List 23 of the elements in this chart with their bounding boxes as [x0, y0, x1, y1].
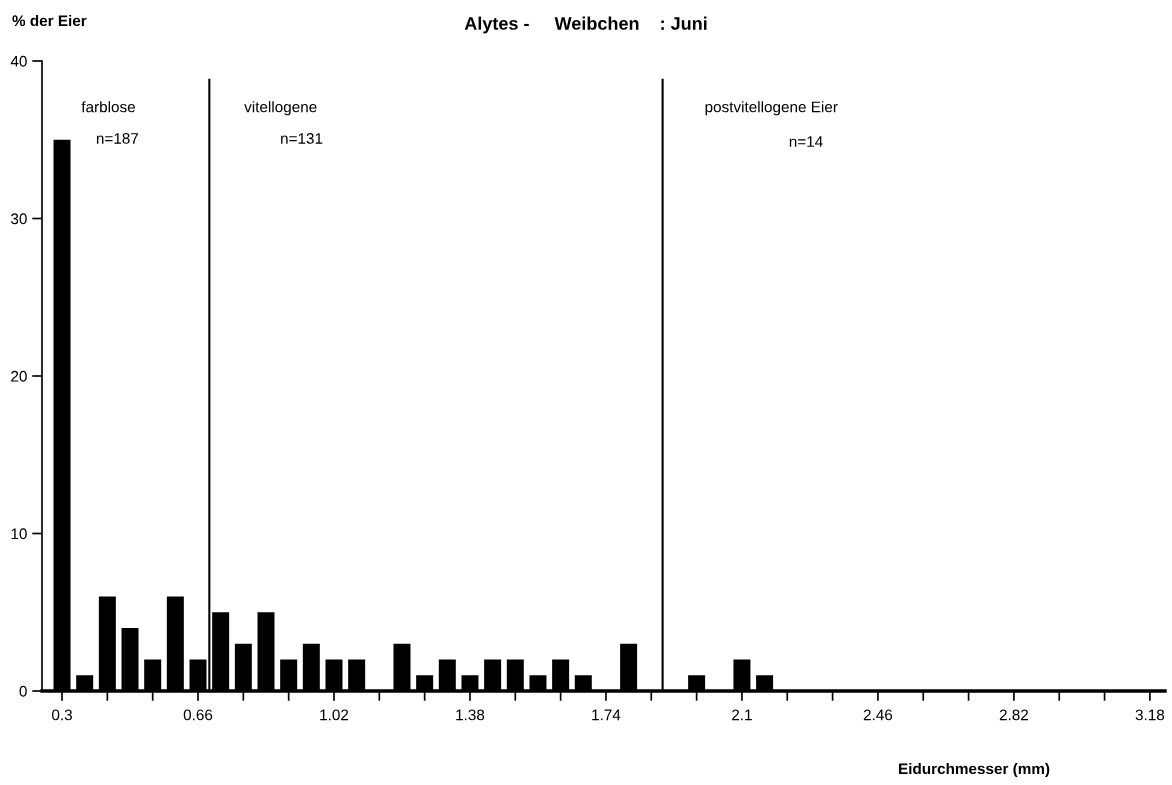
x-tick-label: 0.3	[52, 709, 72, 721]
x-tick-label: 2.46	[863, 709, 893, 721]
y-tick-label: 10	[11, 528, 27, 540]
x-tick-label: 3.18	[1135, 709, 1165, 721]
x-tick-label: 1.02	[320, 709, 349, 721]
y-tick-label: 20	[11, 370, 27, 382]
annotation: vitellogene	[244, 101, 317, 116]
y-tick-label: 30	[11, 213, 27, 225]
x-tick-label: 0.66	[183, 709, 213, 721]
x-tick-label: 2.1	[732, 709, 752, 721]
chart-title: Alytes - Weibchen : Juni	[464, 16, 707, 34]
annotation: postvitellogene Eier	[705, 101, 838, 116]
x-tick-label: 1.38	[456, 709, 485, 721]
y-tick-label: 40	[10, 55, 27, 67]
x-tick-label: 1.74	[592, 709, 621, 721]
x-axis-title: Eidurchmesser (mm)	[899, 762, 1050, 778]
annotation: n=131	[281, 133, 323, 144]
x-tick-label: 2.82	[999, 709, 1029, 721]
y-tick-label: 0	[19, 685, 27, 697]
annotation: n=187	[96, 133, 139, 144]
annotation: n=14	[789, 136, 823, 147]
y-axis-title: % der Eier	[12, 14, 87, 27]
annotation: farblose	[81, 101, 135, 113]
